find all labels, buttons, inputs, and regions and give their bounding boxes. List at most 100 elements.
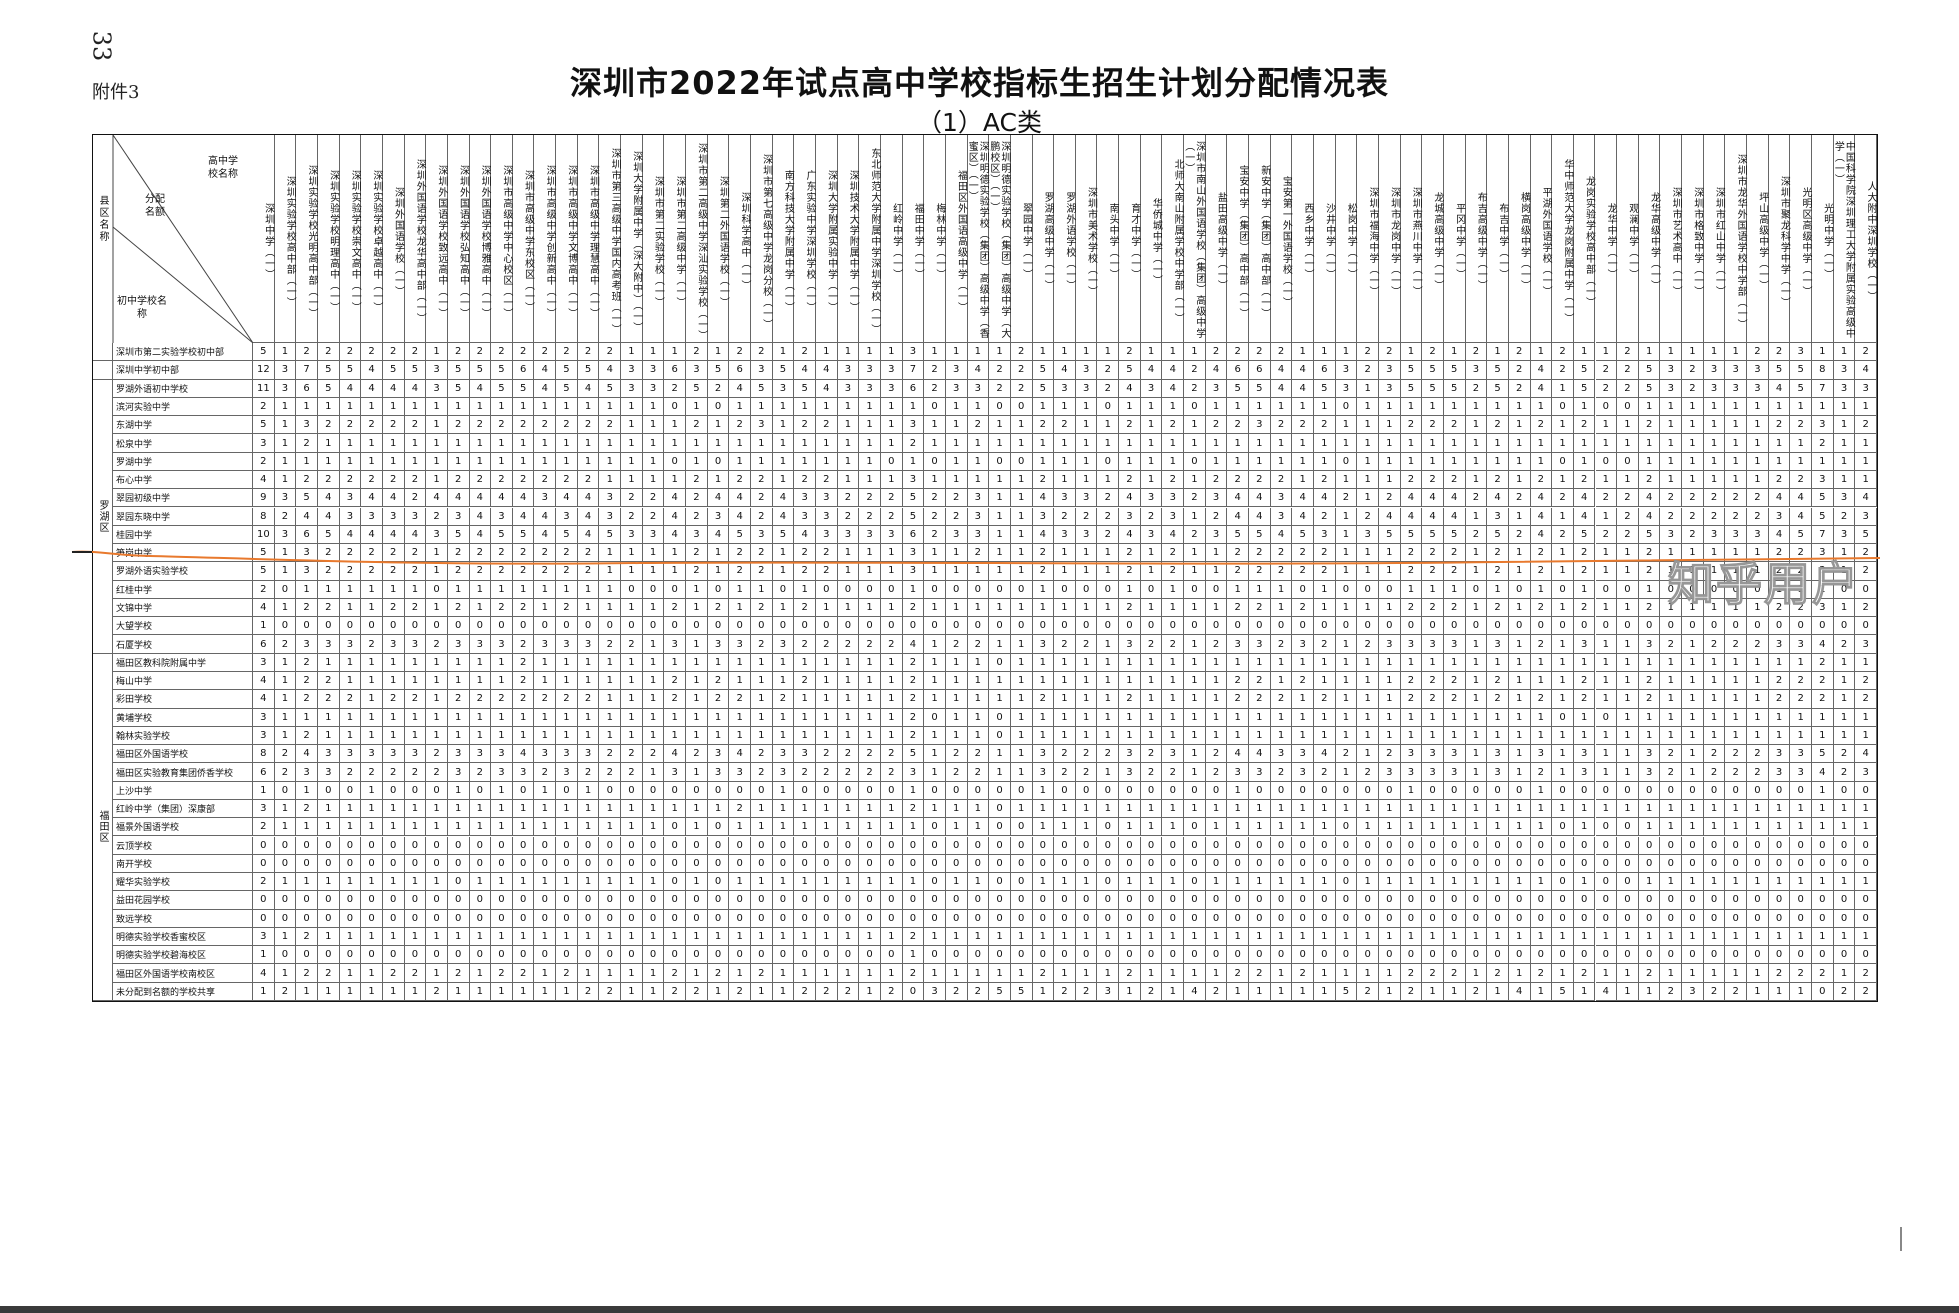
middle-school-name: 石厦学校 <box>113 635 253 654</box>
quota-cell: 2 <box>1249 690 1271 709</box>
quota-cell: 1 <box>1335 964 1358 983</box>
quota-cell: 0 <box>274 836 297 855</box>
quota-cell: 1 <box>772 818 795 837</box>
quota-cell: 2 <box>1400 964 1423 983</box>
quota-cell: 1 <box>1010 690 1033 709</box>
quota-cell: 3 <box>1855 763 1877 782</box>
quota-cell: 1 <box>880 653 903 672</box>
quota-cell: 4 <box>707 489 730 508</box>
quota-cell: 3 <box>1747 379 1769 398</box>
quota-cell: 1 <box>1422 726 1444 746</box>
quota-cell: 0 <box>1400 617 1423 636</box>
quota-cell: 3 <box>1054 379 1076 398</box>
quota-cell: 3 <box>1357 525 1379 545</box>
quota-cell: 2 <box>1660 489 1683 508</box>
quota-cell: 1 <box>1725 416 1748 435</box>
quota-cell: 1 <box>837 726 860 746</box>
quota-cell: 1 <box>902 818 925 837</box>
quota-cell: 2 <box>1292 964 1314 983</box>
quota-cell: 3 <box>1422 763 1444 782</box>
quota-cell: 1 <box>1595 416 1618 435</box>
quota-cell: 1 <box>880 470 903 490</box>
quota-cell: 1 <box>729 818 751 837</box>
quota-cell: 5 <box>491 525 513 545</box>
quota-cell: 1 <box>1054 708 1076 727</box>
quota-cell: 3 <box>707 507 730 526</box>
quota-cell: 0 <box>707 854 730 874</box>
quota-cell: 2 <box>1487 562 1509 581</box>
quota-cell: 2 <box>1443 598 1466 618</box>
quota-cell: 2 <box>491 416 513 435</box>
quota-cell: 1 <box>967 708 990 727</box>
quota-cell: 1 <box>1314 982 1336 1001</box>
quota-cell: 0 <box>880 781 903 800</box>
quota-cell: 1 <box>1032 982 1055 1001</box>
quota-cell: 1 <box>1660 343 1683 362</box>
quota-cell: 1 <box>1660 708 1683 727</box>
quota-cell: 1 <box>1530 452 1553 471</box>
quota-cell: 1 <box>859 818 881 837</box>
quota-cell: 5 <box>382 361 405 380</box>
quota-cell: 1 <box>621 708 643 727</box>
quota-cell: 1 <box>469 726 492 746</box>
high-school-column-header: 观澜中学（一） <box>1617 135 1639 343</box>
quota-cell: 0 <box>1400 909 1423 928</box>
quota-cell: 1 <box>1682 562 1704 581</box>
quota-cell: 2 <box>794 982 816 1001</box>
quota-cell: 1 <box>815 434 838 453</box>
quota-cell: 1 <box>1465 562 1488 581</box>
quota-cell: 0 <box>664 452 687 471</box>
quota-cell: 1 <box>1703 726 1726 746</box>
quota-cell: 2 <box>1595 379 1618 398</box>
quota-cell: 3 <box>404 507 427 526</box>
quota-cell: 0 <box>1054 891 1076 910</box>
quota-cell: 3 <box>1205 525 1228 545</box>
quota-cell: 0 <box>1357 836 1379 855</box>
quota-cell: 1 <box>1833 672 1856 691</box>
quota-cell: 1 <box>361 799 383 819</box>
middle-school-name: 致远学校 <box>113 909 253 928</box>
quota-cell: 5 <box>1638 525 1661 545</box>
quota-cell: 2 <box>1703 763 1726 782</box>
quota-cell: 3 <box>361 745 383 764</box>
quota-cell: 1 <box>924 598 946 618</box>
quota-cell: 0 <box>382 909 405 928</box>
quota-cell: 3 <box>1400 635 1423 654</box>
quota-cell: 7 <box>1812 379 1834 398</box>
quota-cell: 1 <box>621 544 643 563</box>
quota-cell: 0 <box>426 617 448 636</box>
quota-cell: 5 <box>512 525 535 545</box>
quota-cell: 1 <box>491 672 513 691</box>
quota-cell: 0 <box>1855 909 1877 928</box>
quota-cell: 2 <box>1747 343 1769 362</box>
quota-cell: 0 <box>902 617 925 636</box>
quota-cell: 1 <box>426 708 448 727</box>
quota-cell: 1 <box>945 726 968 746</box>
quota-cell: 1 <box>1487 818 1509 837</box>
quota-cell: 2 <box>1573 470 1596 490</box>
quota-cell: 1 <box>880 818 903 837</box>
quota-cell: 1 <box>1205 690 1228 709</box>
quota-cell: 1 <box>686 598 708 618</box>
quota-cell: 1 <box>1595 343 1618 362</box>
quota-cell: 1 <box>382 873 405 892</box>
quota-cell: 2 <box>296 470 318 490</box>
quota-cell: 1 <box>317 580 340 599</box>
quota-cell: 1 <box>1140 873 1163 892</box>
quota-cell: 1 <box>1314 799 1336 819</box>
quota-cell: 2 <box>1812 690 1834 709</box>
quota-cell: 1 <box>1747 690 1769 709</box>
quota-cell: 0 <box>599 946 622 965</box>
quota-cell: 2 <box>1725 763 1748 782</box>
quota-cell: 3 <box>1682 982 1704 1001</box>
attachment-label: 附件3 <box>92 82 140 103</box>
high-school-column-header: 布吉高级中学（一） <box>1465 135 1488 343</box>
quota-cell: 0 <box>404 891 427 910</box>
quota-cell: 1 <box>317 726 340 746</box>
middle-school-name: 大望学校 <box>113 617 253 636</box>
quota-cell: 0 <box>1335 909 1358 928</box>
quota-cell: 2 <box>1097 489 1120 508</box>
quota-cell: 1 <box>1552 562 1574 581</box>
quota-cell: 0 <box>274 891 297 910</box>
quota-cell: 1 <box>686 726 708 746</box>
